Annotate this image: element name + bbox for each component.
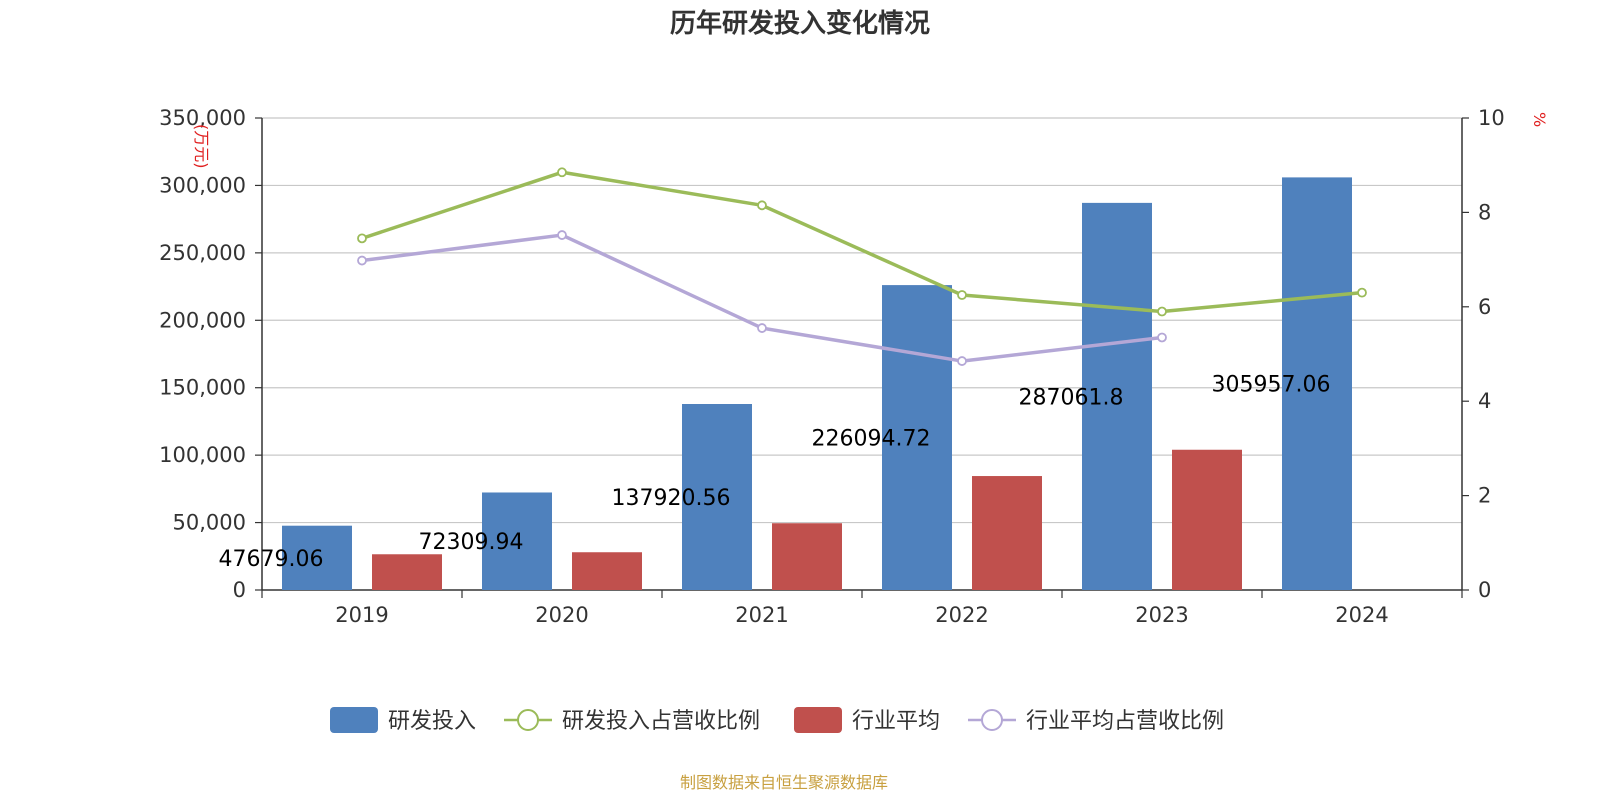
x-tick-label: 2021 [735, 603, 788, 627]
bar-研发投入 [682, 404, 752, 590]
y-left-tick-label: 50,000 [173, 511, 246, 535]
x-tick-label: 2024 [1335, 603, 1388, 627]
y-right-unit: % [1530, 112, 1549, 127]
legend-swatch-marker [981, 709, 1003, 731]
legend-label: 研发投入占营收比例 [562, 709, 760, 734]
bar-行业平均 [572, 552, 642, 590]
legend-label: 行业平均占营收比例 [1026, 709, 1224, 734]
bar-研发投入 [482, 492, 552, 590]
point-行业平均占营收比例 [357, 255, 367, 266]
y-right-tick-label: 2 [1478, 484, 1491, 508]
lines [357, 167, 1367, 366]
legend-swatch-bar [330, 707, 378, 733]
x-tick-label: 2020 [535, 603, 588, 627]
bars [282, 177, 1352, 591]
point-行业平均占营收比例 [757, 323, 767, 333]
grid-lines [262, 117, 1462, 524]
bar-研发投入 [282, 525, 352, 590]
legend-swatch-bar [794, 707, 842, 733]
y-right-tick-label: 10 [1478, 106, 1505, 130]
series-line-行业平均占营收比例 [361, 233, 1163, 363]
point-研发投入占营收比例 [757, 200, 767, 211]
legend: 研发投入 研发投入占营收比例 行业平均 行业平均占营收比例 [330, 707, 1224, 734]
source-note: 制图数据来自恒生聚源数据库 [680, 773, 888, 792]
series-line-研发投入占营收比例 [361, 170, 1363, 314]
bar-研发投入 [1082, 202, 1152, 591]
y-left-unit: (万元) [192, 124, 211, 169]
bar-行业平均 [972, 476, 1042, 590]
bar-value-label: 226094.72 [812, 427, 931, 452]
point-研发投入占营收比例 [557, 167, 567, 178]
bar-研发投入 [1282, 177, 1352, 590]
y-left-tick-label: 100,000 [159, 443, 246, 467]
bar-value-label: 305957.06 [1212, 373, 1331, 398]
y-left-tick-label: 350,000 [159, 106, 246, 130]
chart-title: 历年研发投入变化情况 [670, 8, 930, 39]
y-left-tick-label: 0 [233, 578, 246, 602]
y-left-tick-label: 200,000 [159, 308, 246, 332]
x-tick-label: 2023 [1135, 603, 1188, 627]
x-tick-label: 2022 [935, 603, 988, 627]
point-研发投入占营收比例 [1157, 306, 1167, 317]
bar-行业平均 [772, 523, 842, 590]
point-行业平均占营收比例 [957, 356, 967, 366]
legend-label: 研发投入 [388, 709, 476, 734]
y-right-tick-label: 0 [1478, 578, 1491, 602]
y-left-tick-label: 150,000 [159, 376, 246, 400]
y-right-tick-label: 4 [1478, 389, 1491, 413]
point-行业平均占营收比例 [1157, 332, 1167, 343]
bar-行业平均 [1172, 449, 1242, 590]
legend-label: 行业平均 [852, 709, 940, 734]
bar-行业平均 [372, 554, 442, 590]
point-研发投入占营收比例 [357, 233, 367, 244]
bar-研发投入 [882, 285, 952, 590]
bar-value-label: 137920.56 [612, 486, 731, 511]
bar-value-label: 72309.94 [419, 530, 524, 555]
axes: 0 50,000 100,000 150,000 200,000 250,000 300,0… [159, 106, 1549, 627]
bar-value-label: 287061.8 [1019, 385, 1124, 410]
x-tick-label: 2019 [335, 603, 388, 627]
y-right-tick-label: 6 [1478, 295, 1491, 319]
point-研发投入占营收比例 [1357, 287, 1367, 298]
bar-value-label: 47679.06 [219, 547, 324, 572]
y-left-tick-label: 300,000 [159, 173, 246, 197]
point-研发投入占营收比例 [957, 290, 967, 300]
point-行业平均占营收比例 [557, 230, 567, 240]
y-right-tick-label: 8 [1478, 200, 1491, 224]
legend-swatch-marker [517, 709, 539, 731]
y-left-tick-label: 250,000 [159, 241, 246, 265]
data-labels: 47679.06 72309.94 137920.56 226094.72 287061… [219, 373, 1331, 572]
